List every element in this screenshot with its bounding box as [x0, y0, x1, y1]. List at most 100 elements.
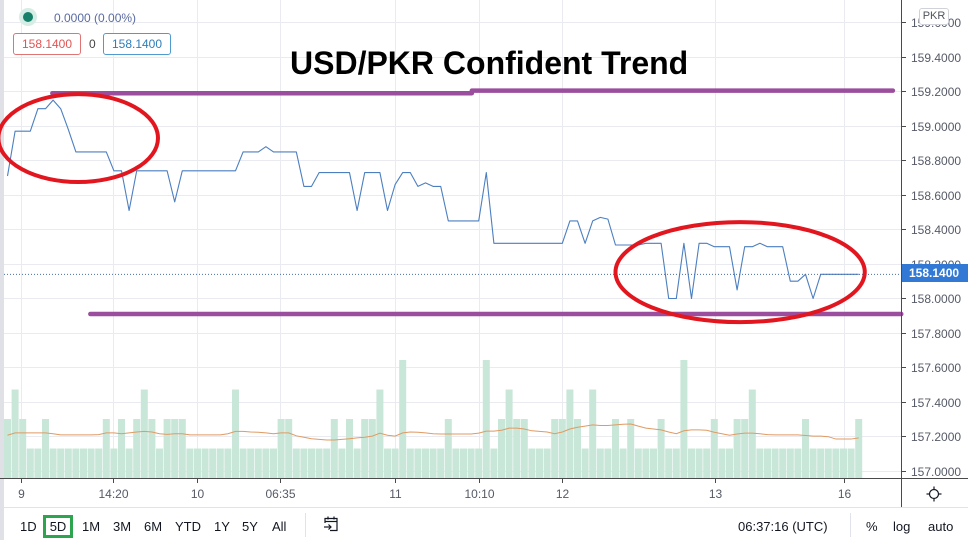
volume-bar — [786, 448, 794, 478]
price-axis-label: 157.8000 — [911, 326, 962, 341]
volume-bar — [596, 448, 604, 478]
currency-badge[interactable]: PKR — [919, 8, 949, 25]
auto-scale-toggle[interactable]: auto — [928, 519, 954, 534]
range-ytd-button[interactable]: YTD — [175, 519, 201, 534]
price-axis-label: 158.8000 — [911, 153, 962, 168]
volume-bar — [315, 448, 323, 478]
percent-scale-toggle[interactable]: % — [866, 519, 878, 534]
volume-bar — [49, 448, 57, 478]
volume-bar — [26, 448, 34, 478]
volume-bar — [779, 448, 787, 478]
volume-bar — [391, 448, 399, 478]
volume-bar — [429, 448, 437, 478]
volume-bar — [824, 448, 832, 478]
buy-price-button[interactable]: 158.1400 — [103, 33, 171, 55]
volume-bar — [338, 448, 346, 478]
range-1y-button[interactable]: 1Y — [214, 519, 230, 534]
volume-bar — [87, 448, 95, 478]
volume-bar — [520, 419, 528, 478]
volume-bar — [361, 419, 369, 478]
volume-bar — [756, 448, 764, 478]
volume-bar — [650, 448, 657, 478]
price-axis-label: 159.2000 — [911, 84, 962, 99]
volume-bar — [726, 448, 733, 478]
market-status-icon[interactable] — [19, 8, 37, 26]
volume-bar — [490, 448, 498, 478]
volume-bar — [384, 448, 391, 478]
volume-bar — [558, 419, 566, 478]
volume-bar — [42, 419, 49, 478]
volume-bar — [627, 419, 635, 478]
range-1m-button[interactable]: 1M — [82, 519, 101, 534]
volume-bar — [308, 448, 315, 478]
price-axis-label: 157.6000 — [911, 360, 962, 375]
volume-bar — [118, 419, 125, 478]
volume-bar — [346, 419, 353, 478]
volume-bar — [452, 448, 460, 478]
range-3m-button[interactable]: 3M — [113, 519, 132, 534]
volume-bar — [657, 419, 665, 478]
gear-icon[interactable] — [926, 486, 942, 502]
highlight-ellipse-low[interactable] — [613, 220, 867, 325]
price-line[interactable] — [6, 99, 859, 300]
range-5y-button[interactable]: 5Y — [242, 519, 258, 534]
volume-bar — [543, 448, 551, 478]
volume-bar — [505, 389, 513, 478]
volume-bar — [80, 448, 87, 478]
volume-bar — [368, 419, 376, 478]
range-all-button[interactable]: All — [272, 519, 287, 534]
volume-bar — [536, 448, 543, 478]
volume-bar — [171, 419, 179, 478]
volume-bar — [642, 448, 650, 478]
time-axis-label: 06:35 — [265, 487, 296, 501]
volume-bar — [140, 389, 148, 478]
range-6m-button[interactable]: 6M — [144, 519, 163, 534]
time-axis-label: 9 — [18, 487, 25, 501]
volume-bar — [688, 448, 695, 478]
time-axis-label: 11 — [389, 487, 402, 501]
price-axis-label: 158.6000 — [911, 188, 962, 203]
price-change: 0.0000 (0.00%) — [54, 11, 137, 25]
volume-bar — [11, 389, 19, 478]
volume-bar — [604, 448, 612, 478]
price-axis-label: 157.0000 — [911, 464, 962, 479]
volume-bar — [4, 419, 11, 478]
range-1d-button[interactable]: 1D — [20, 519, 37, 534]
volume-bar — [300, 448, 308, 478]
volume-bar — [771, 448, 779, 478]
range-5d-button[interactable]: 5D — [43, 515, 73, 538]
volume-bar — [619, 448, 627, 478]
price-axis-label: 157.4000 — [911, 395, 962, 410]
volume-bar — [581, 448, 589, 478]
clock-timezone[interactable]: 06:37:16 (UTC) — [738, 519, 828, 534]
highlight-ellipse-high[interactable] — [0, 92, 160, 185]
volume-bar — [733, 419, 741, 478]
volume-bar — [399, 360, 407, 478]
volume-bar — [764, 448, 771, 478]
spread-value: 0 — [89, 37, 96, 51]
volume-bar — [156, 448, 163, 478]
volume-bar — [254, 448, 262, 478]
calendar-goto-icon[interactable] — [322, 515, 340, 533]
volume-bar — [840, 448, 847, 478]
volume-bar — [262, 448, 270, 478]
volume-bar — [406, 448, 414, 478]
price-axis-label: 158.0000 — [911, 291, 962, 306]
volume-bar — [703, 448, 711, 478]
toolbar-separator — [305, 513, 306, 537]
volume-bar — [64, 448, 72, 478]
toolbar-separator — [850, 513, 851, 537]
price-axis-label: 158.4000 — [911, 222, 962, 237]
volume-bar — [460, 448, 467, 478]
volume-bar — [574, 419, 581, 478]
time-axis-label: 10:10 — [464, 487, 495, 501]
volume-bar — [612, 419, 619, 478]
log-scale-toggle[interactable]: log — [893, 519, 911, 534]
volume-bar — [414, 448, 422, 478]
volume-bar — [285, 419, 293, 478]
volume-bar — [239, 448, 247, 478]
chart-title-annotation[interactable]: USD/PKR Confident Trend — [290, 45, 689, 81]
volume-bar — [133, 419, 141, 478]
sell-price-button[interactable]: 158.1400 — [13, 33, 81, 55]
